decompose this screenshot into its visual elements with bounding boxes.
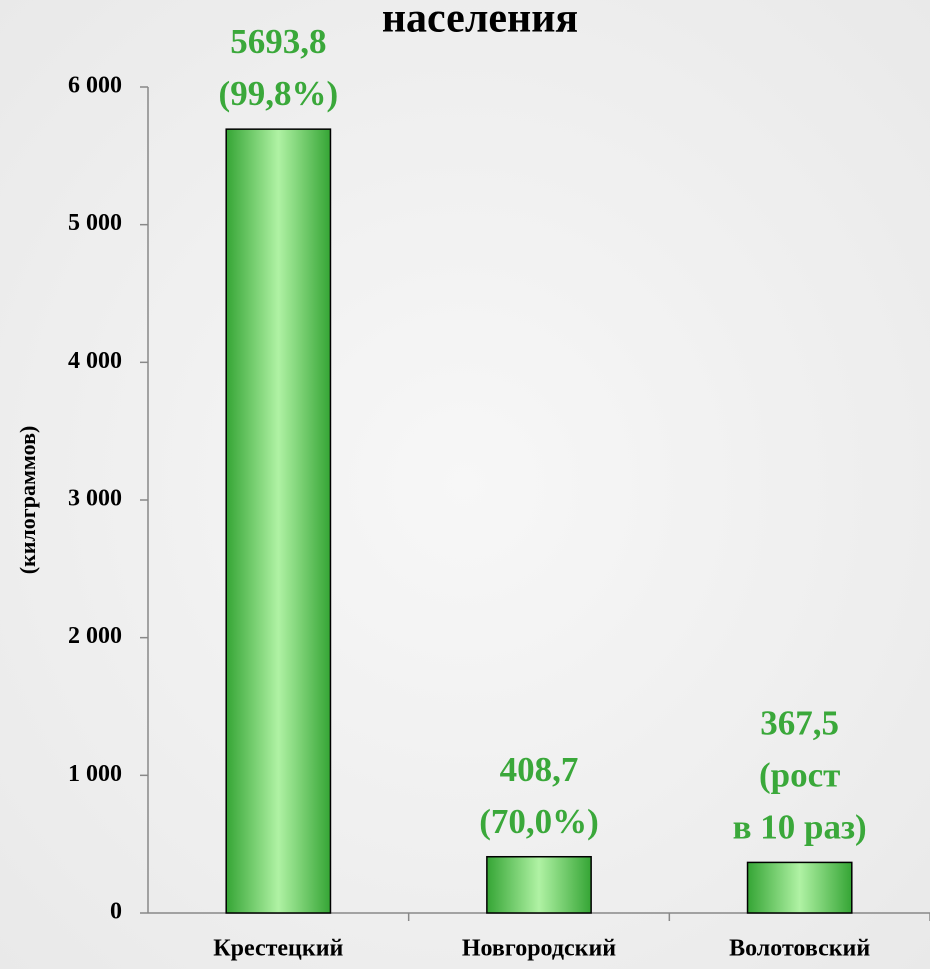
y-tick-label: 3 000 bbox=[68, 486, 122, 512]
y-tick-label: 5 000 bbox=[68, 210, 122, 236]
bar bbox=[225, 128, 332, 914]
data-label: (рост bbox=[759, 755, 840, 794]
y-tick-label: 6 000 bbox=[68, 73, 122, 99]
y-tick-label: 2 000 bbox=[68, 623, 122, 649]
data-label: 5693,8 bbox=[230, 22, 326, 61]
y-tick-label: 1 000 bbox=[68, 761, 122, 787]
y-axis-label: (килограммов) bbox=[15, 426, 40, 575]
bar bbox=[746, 861, 853, 914]
bar bbox=[486, 855, 592, 914]
data-label: в 10 раз) bbox=[733, 807, 867, 846]
chart-title: населения bbox=[382, 0, 578, 42]
x-tick-label: Крестецкий bbox=[213, 936, 343, 962]
y-tick-label: 0 bbox=[110, 899, 122, 925]
y-tick-label: 4 000 bbox=[68, 348, 122, 374]
data-label: (99,8%) bbox=[219, 74, 339, 113]
data-label: 367,5 bbox=[760, 703, 839, 742]
data-label: 408,7 bbox=[500, 750, 579, 789]
x-tick-label: Новгородский bbox=[462, 936, 616, 962]
x-tick-label: Волотовский bbox=[729, 936, 870, 962]
data-label: (70,0%) bbox=[479, 802, 599, 841]
